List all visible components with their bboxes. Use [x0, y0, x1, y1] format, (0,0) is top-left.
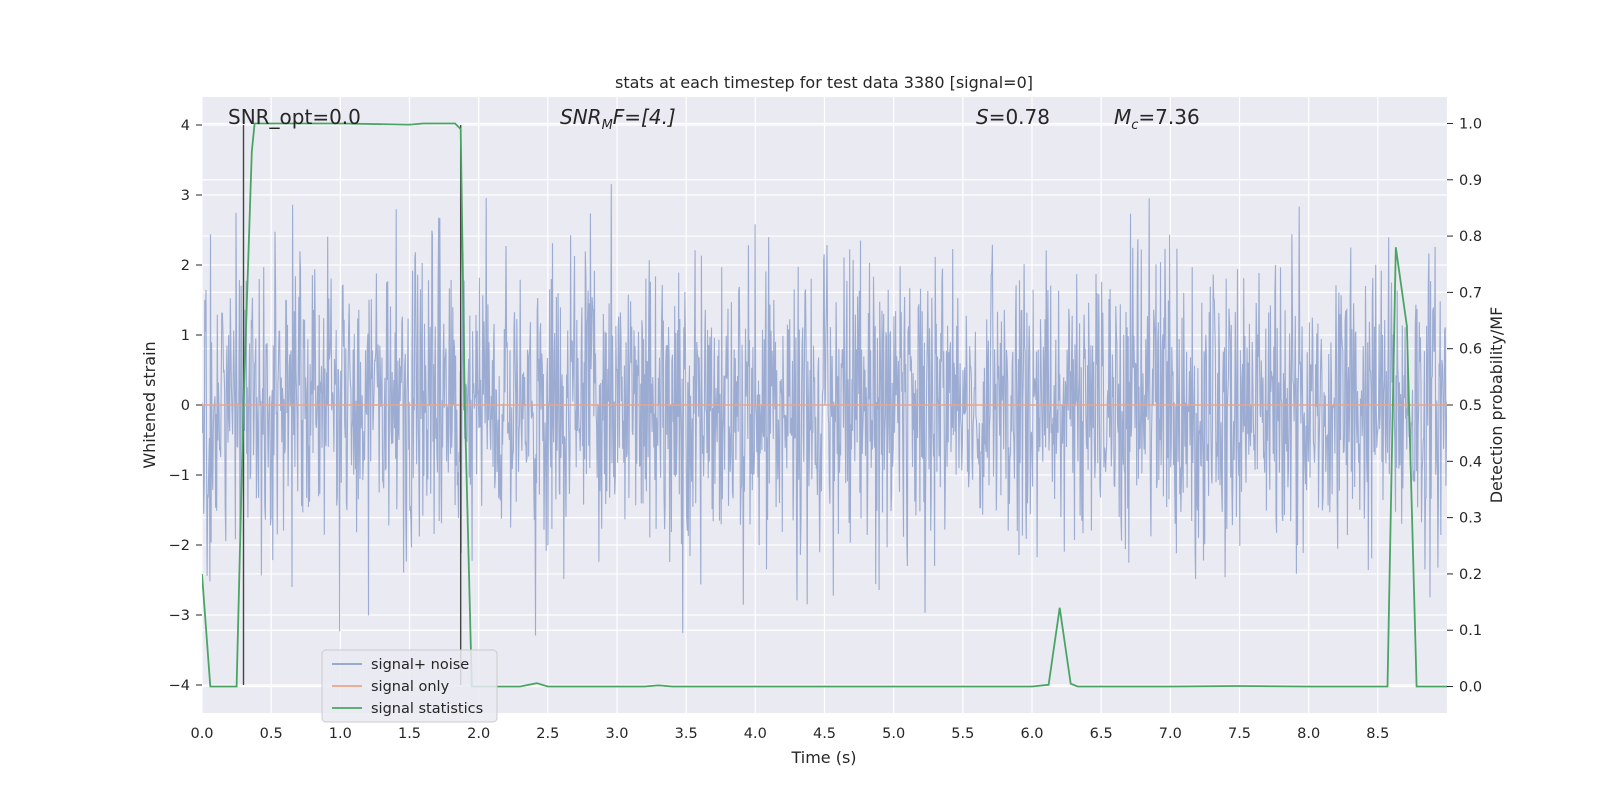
- legend-entry-stats: signal statistics: [371, 701, 483, 717]
- legend-entry-noise: signal+ noise: [371, 657, 469, 673]
- y-tick-label-right: 0.6: [1459, 342, 1482, 358]
- x-tick-label: 2.5: [536, 726, 559, 742]
- x-tick-label: 5.0: [882, 726, 905, 742]
- snr-mf-subscript: M: [602, 118, 613, 133]
- snr-mf-rest-f: F=[4.]: [613, 105, 676, 129]
- annotation-snr-mf: SNRMF=[4.]: [560, 105, 676, 133]
- y-tick-label-left: 3: [181, 188, 190, 204]
- y-axis-left-label: Whitened strain: [140, 341, 159, 468]
- y-axis-left-ticks: −4 −3 −2 −1 0 1 2 3 4: [169, 118, 202, 694]
- s-symbol: S: [976, 105, 989, 129]
- y-tick-label-right: 0.4: [1459, 454, 1482, 470]
- x-tick-label: 2.0: [467, 726, 490, 742]
- x-tick-label: 1.0: [329, 726, 352, 742]
- snr-mf-symbol: SNR: [560, 105, 602, 129]
- x-tick-label: 7.0: [1159, 726, 1182, 742]
- y-tick-label-right: 0.1: [1459, 623, 1482, 639]
- x-tick-label: 3.0: [605, 726, 628, 742]
- y-tick-label-left: −3: [169, 608, 190, 624]
- y-axis-right-label: Detection probability/MF: [1487, 307, 1506, 504]
- legend: signal+ noise signal only signal statist…: [321, 649, 498, 723]
- legend-box: [321, 649, 498, 723]
- x-tick-label: 5.5: [951, 726, 974, 742]
- x-tick-label: 4.0: [744, 726, 767, 742]
- x-tick-label: 6.0: [1020, 726, 1043, 742]
- x-tick-label: 0.0: [190, 726, 213, 742]
- y-tick-label-left: −2: [169, 538, 190, 554]
- chart-title: stats at each timestep for test data 338…: [615, 73, 1033, 92]
- x-axis-label: Time (s): [790, 748, 856, 767]
- x-axis-ticks: 0.0 0.5 1.0 1.5 2.0 2.5 3.0 3.5 4.0 4.5 5.0 5.5 6.0 6…: [190, 726, 1389, 742]
- signal-plus-noise-line: [202, 184, 1447, 636]
- y-tick-label-left: 0: [181, 398, 190, 414]
- signal-statistics-line: [202, 122, 1447, 688]
- x-tick-label: 8.5: [1366, 726, 1389, 742]
- y-tick-label-left: −1: [169, 468, 190, 484]
- y-axis-right-ticks: 0.0 0.1 0.2 0.3 0.4 0.5 0.6 0.7 0.8 0.9 1.0: [1447, 116, 1482, 696]
- x-tick-label: 7.5: [1228, 726, 1251, 742]
- y-tick-label-right: 1.0: [1459, 116, 1482, 132]
- y-tick-label-right: 0.3: [1459, 511, 1482, 527]
- mc-symbol: M: [1114, 105, 1131, 129]
- annotation-s: S=0.78: [976, 105, 1050, 129]
- x-tick-label: 1.5: [398, 726, 421, 742]
- x-tick-label: 8.0: [1297, 726, 1320, 742]
- y-tick-label-right: 0.7: [1459, 285, 1482, 301]
- y-tick-label-left: 1: [181, 328, 190, 344]
- mc-subscript: c: [1131, 118, 1138, 133]
- x-tick-label: 4.5: [813, 726, 836, 742]
- y-tick-label-left: 2: [181, 258, 190, 274]
- signal-statistics-series: [202, 122, 1447, 688]
- x-tick-label: 3.5: [675, 726, 698, 742]
- legend-entry-signal: signal only: [371, 679, 450, 695]
- y-tick-label-right: 0.2: [1459, 567, 1482, 583]
- s-value: =0.78: [989, 105, 1050, 129]
- annotation-snr-opt: SNR_opt=0.0: [228, 105, 361, 129]
- mc-value: =7.36: [1138, 105, 1199, 129]
- signal-plus-noise-series: [202, 184, 1447, 636]
- y-tick-label-right: 0.5: [1459, 398, 1482, 414]
- x-tick-label: 6.5: [1090, 726, 1113, 742]
- x-tick-label: 0.5: [260, 726, 283, 742]
- y-tick-label-left: 4: [181, 118, 190, 134]
- y-tick-label-right: 0.0: [1459, 680, 1482, 696]
- y-tick-label-right: 0.9: [1459, 173, 1482, 189]
- annotation-mc: Mc=7.36: [1114, 105, 1200, 133]
- y-tick-label-left: −4: [169, 678, 190, 694]
- y-tick-label-right: 0.8: [1459, 229, 1482, 245]
